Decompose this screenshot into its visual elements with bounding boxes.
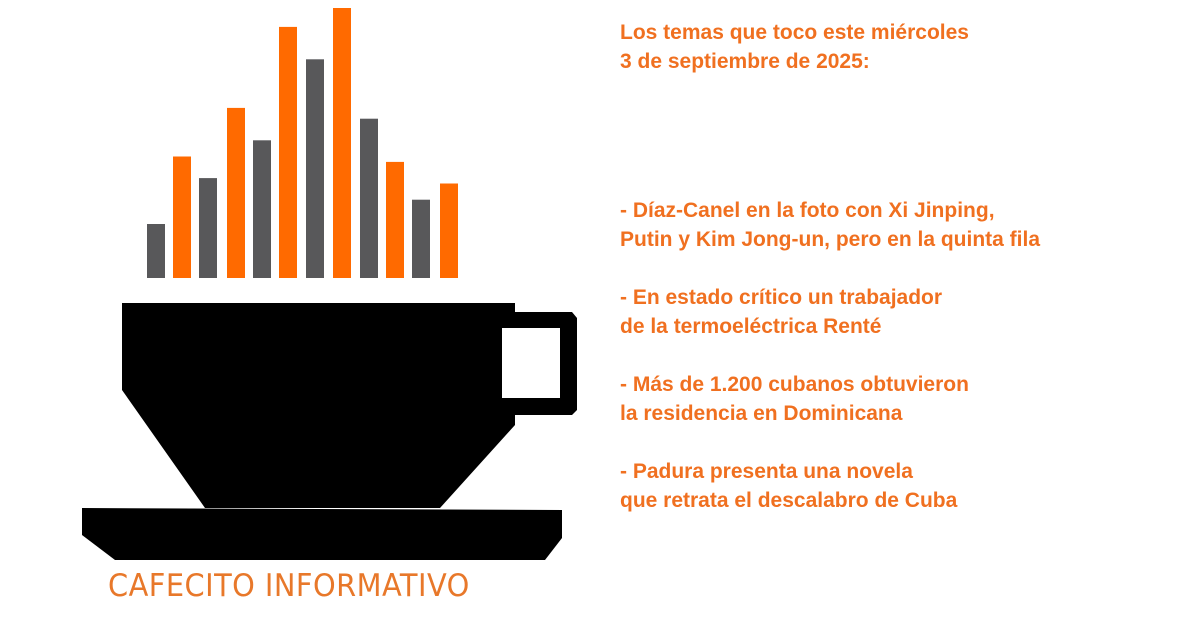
steam-bar	[360, 118, 378, 278]
steam-bar	[440, 183, 458, 278]
steam-bars	[147, 8, 458, 279]
cup-icon	[122, 303, 577, 508]
steam-bar	[173, 156, 191, 278]
saucer-icon	[82, 508, 562, 560]
steam-bar	[386, 161, 404, 278]
steam-bar	[199, 178, 217, 278]
topics-heading: Los temas que toco este miércoles 3 de s…	[620, 21, 969, 73]
brand-name: CAFECITO INFORMATIVO	[108, 568, 470, 604]
steam-bar	[253, 140, 271, 278]
topic-item: - Padura presenta una novela que retrata…	[620, 460, 958, 512]
steam-bar	[279, 26, 297, 279]
topics-list: Los temas que toco este miércoles 3 de s…	[620, 18, 1040, 544]
steam-bar	[412, 199, 430, 278]
steam-bar	[306, 59, 324, 278]
topic-item: - Díaz-Canel en la foto con Xi Jinping, …	[620, 199, 1041, 251]
steam-bar	[333, 8, 351, 278]
steam-bar	[147, 224, 165, 278]
steam-bar	[227, 107, 245, 279]
topic-item: - En estado crítico un trabajador de la …	[620, 286, 943, 338]
topic-item: - Más de 1.200 cubanos obtuvieron la res…	[620, 373, 969, 425]
cafecito-logo	[82, 8, 577, 560]
